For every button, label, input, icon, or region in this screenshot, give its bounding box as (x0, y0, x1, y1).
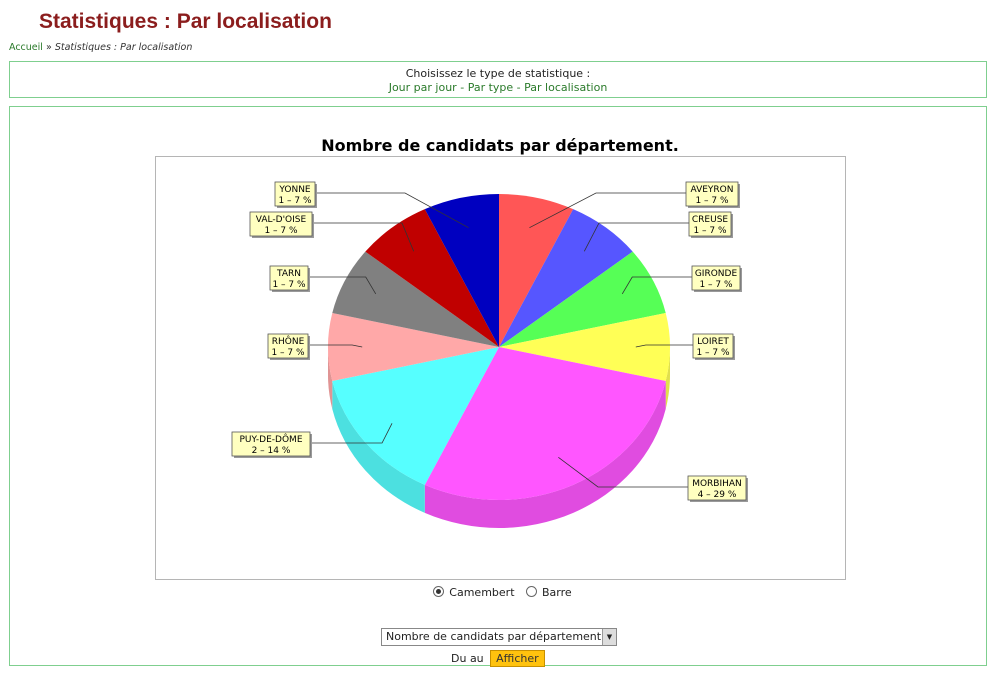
radio-camembert-label: Camembert (449, 586, 515, 599)
callout-value-4: 4 – 29 % (698, 490, 737, 500)
chevron-down-icon[interactable]: ▼ (602, 629, 616, 645)
link-par-localisation[interactable]: Par localisation (524, 81, 608, 94)
callout-value-6: 1 – 7 % (271, 348, 305, 358)
callout-name-0: AVEYRON (691, 185, 734, 195)
pie-side-group (328, 347, 670, 528)
chart-title: Nombre de candidats par département. (321, 136, 679, 155)
callout-box-5 (231, 431, 311, 457)
pie-slice-5 (332, 347, 499, 485)
pie-slice-8 (365, 209, 499, 347)
callout-box-1 (688, 211, 732, 237)
callout-line-0 (529, 192, 686, 229)
pie-slice-0 (499, 194, 574, 347)
callout-name-5: PUY-DE-DÔME (239, 433, 302, 445)
callout-box-4 (687, 475, 747, 501)
callout-value-8: 1 – 7 % (264, 226, 298, 236)
pie-slice-2 (499, 251, 666, 347)
radio-barre-label: Barre (542, 586, 572, 599)
link-separator: - (516, 81, 521, 94)
callout-box-7 (269, 265, 309, 291)
pie-side-3 (665, 347, 670, 410)
callout-name-3: LOIRET (697, 337, 729, 347)
callout-name-9: YONNE (278, 185, 311, 195)
pie-top-group (328, 194, 670, 500)
statistic-select[interactable]: Nombre de candidats par département. ▼ (381, 628, 617, 646)
radio-camembert[interactable]: Camembert (433, 586, 515, 599)
link-par-type[interactable]: Par type (467, 81, 514, 94)
callout-line-8 (312, 222, 415, 252)
callout-value-7: 1 – 7 % (272, 280, 306, 290)
date-range-label: Du au (451, 652, 484, 665)
callout-line-6 (308, 344, 363, 348)
callout-box-3 (692, 333, 734, 359)
pie-slice-9 (424, 194, 499, 347)
callout-line-3 (635, 344, 693, 348)
callout-name-4: MORBIHAN (692, 479, 742, 489)
pie-slice-3 (499, 312, 670, 382)
callout-name-2: GIRONDE (695, 269, 738, 279)
callout-name-8: VAL-D'OISE (256, 215, 307, 225)
callout-value-2: 1 – 7 % (699, 280, 733, 290)
pie-slice-1 (499, 209, 633, 347)
pie-slice-6 (328, 312, 499, 382)
callout-line-5 (310, 423, 393, 444)
callout-value-1: 1 – 7 % (693, 226, 727, 236)
callout-line-9 (315, 192, 469, 229)
chart-type-radios: Camembert Barre (0, 586, 995, 599)
pie-slice-7 (332, 251, 499, 347)
breadcrumb: Accueil » Statistiques : Par localisatio… (9, 42, 192, 53)
date-range-row: Du au Afficher (451, 650, 545, 667)
pie-side-6 (328, 347, 333, 410)
callout-line-7 (308, 276, 377, 295)
breadcrumb-current: Statistiques : Par localisation (54, 42, 193, 53)
callout-box-2 (691, 265, 741, 291)
radio-barre-dot[interactable] (526, 586, 538, 597)
callout-name-7: TARN (276, 269, 301, 279)
callout-value-0: 1 – 7 % (695, 196, 729, 206)
afficher-button[interactable]: Afficher (490, 650, 545, 667)
callout-box-8 (249, 211, 313, 237)
page-title: Statistiques : Par localisation (39, 10, 332, 33)
callout-box-9 (274, 181, 316, 207)
callout-name-1: CREUSE (692, 215, 729, 225)
link-jour-par-jour[interactable]: Jour par jour (388, 81, 457, 94)
breadcrumb-separator: » (45, 42, 52, 53)
callout-value-5: 2 – 14 % (252, 446, 291, 456)
pie-side-5 (332, 381, 425, 513)
statistic-select-value: Nombre de candidats par département. (386, 630, 605, 643)
callout-value-3: 1 – 7 % (696, 348, 730, 358)
stat-type-prompt: Choisissez le type de statistique : (405, 67, 591, 80)
radio-barre[interactable]: Barre (526, 586, 572, 599)
callout-name-6: RHÔNE (272, 335, 305, 347)
link-separator: - (460, 81, 465, 94)
pie-side-4 (424, 381, 666, 528)
stat-type-links: Jour par jour - Par type - Par localisat… (10, 81, 986, 95)
callout-line-4 (558, 456, 688, 488)
callout-box-6 (267, 333, 309, 359)
callout-value-9: 1 – 7 % (278, 196, 312, 206)
radio-camembert-dot[interactable] (433, 586, 445, 597)
callout-box-0 (685, 181, 739, 207)
stat-type-selector: Choisissez le type de statistique : Jour… (9, 61, 987, 98)
callout-line-2 (621, 276, 692, 295)
pie-slice-4 (424, 347, 666, 500)
callout-line-1 (583, 222, 689, 252)
breadcrumb-home-link[interactable]: Accueil (9, 42, 43, 53)
